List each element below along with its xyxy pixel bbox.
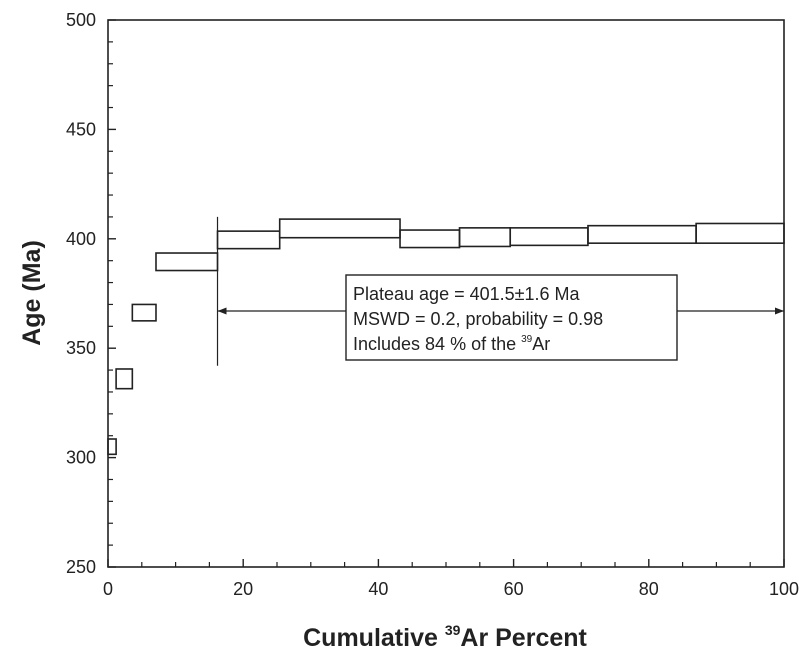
- y-tick-label: 500: [66, 10, 96, 30]
- y-tick-label: 450: [66, 119, 96, 139]
- x-tick-label: 40: [368, 579, 388, 599]
- annotation-line-3-pre: Includes 84 % of the: [353, 334, 521, 354]
- annotation-line-1: Plateau age = 401.5±1.6 Ma: [353, 284, 581, 304]
- y-tick-label: 300: [66, 448, 96, 468]
- y-axis-title: Age (Ma): [18, 240, 46, 346]
- step-box: [695, 222, 785, 244]
- x-tick-label: 80: [639, 579, 659, 599]
- x-tick-labels: 0 20 40 60 80 100: [103, 579, 799, 599]
- x-tick-label: 0: [103, 579, 113, 599]
- x-axis-title-main: Cumulative: [303, 624, 445, 652]
- annotation-box: [345, 274, 678, 361]
- step-box: [587, 224, 697, 244]
- annotation-line-3-sup: 39: [521, 334, 533, 345]
- y-tick-label: 400: [66, 229, 96, 249]
- x-tick-label: 100: [769, 579, 799, 599]
- x-axis-title: Cumulative 39Ar Percent: [303, 622, 587, 652]
- step-box: [107, 438, 117, 456]
- step-box: [216, 230, 281, 250]
- annotation-line-3-post: Ar: [532, 334, 550, 354]
- x-tick-label: 60: [504, 579, 524, 599]
- annotation-line-2: MSWD = 0.2, probability = 0.98: [353, 309, 603, 329]
- age-steps: [107, 218, 785, 456]
- step-box: [278, 218, 401, 239]
- step-box: [131, 303, 157, 322]
- step-box: [115, 368, 134, 390]
- step-box: [155, 252, 219, 272]
- x-axis-title-sup: 39: [445, 622, 461, 638]
- plateau-arrow-right-head: [775, 307, 784, 315]
- y-tick-label: 250: [66, 557, 96, 577]
- annotation-line-3: Includes 84 % of the 39Ar: [353, 334, 550, 354]
- x-axis-title-tail: Ar Percent: [460, 624, 587, 652]
- x-tick-label: 20: [233, 579, 253, 599]
- y-tick-labels: 250 300 350 400 450 500: [66, 10, 96, 577]
- axis-ticks: [107, 19, 785, 568]
- step-box: [399, 229, 461, 249]
- step-box: [458, 227, 512, 248]
- y-tick-label: 350: [66, 338, 96, 358]
- plateau-arrow-left-head: [217, 307, 227, 315]
- step-box: [509, 227, 589, 247]
